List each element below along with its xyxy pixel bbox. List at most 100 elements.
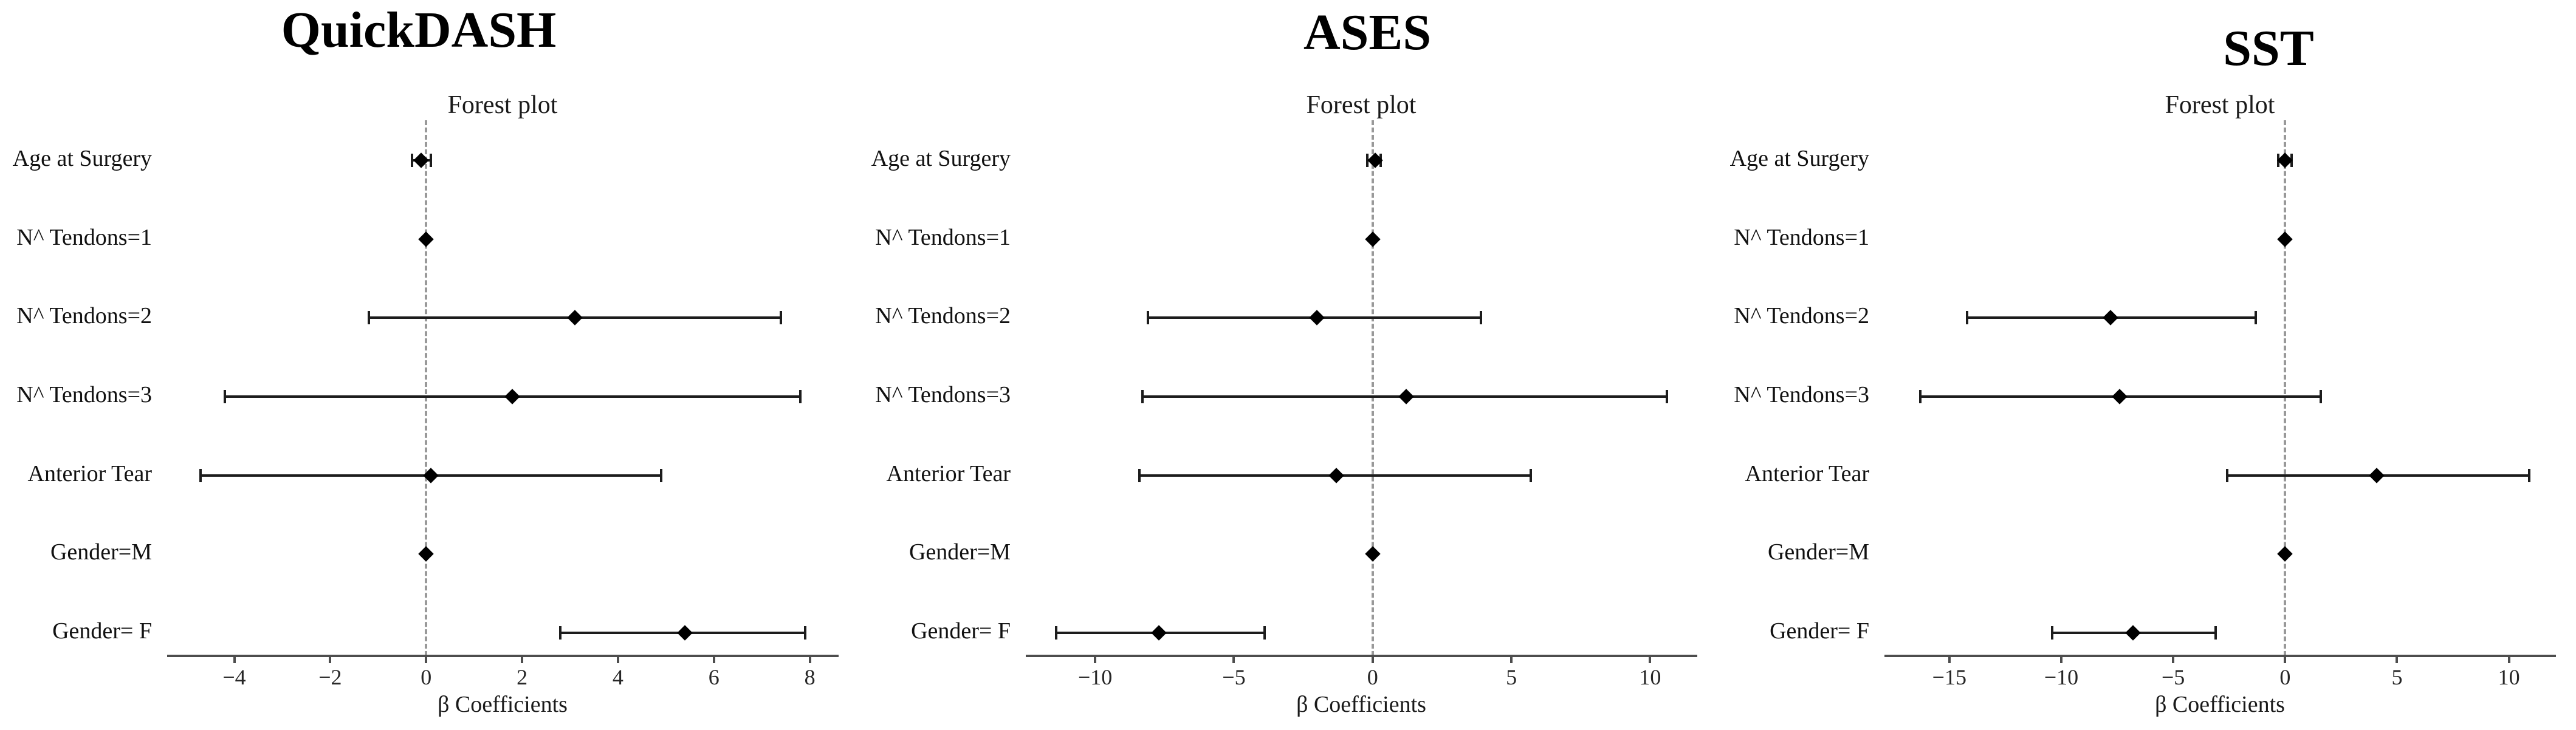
row-label: Gender=M (1767, 539, 1869, 565)
ci-cap-right (2214, 626, 2217, 640)
ci-cap-left (559, 626, 562, 640)
panel-title: SST (2223, 20, 2314, 77)
x-tick (1232, 657, 1235, 663)
row-label: Anterior Tear (1745, 460, 1870, 486)
x-tick (616, 657, 619, 663)
panel-ases: ASES Forest plot −10 −5 0 5 10 Age at Surgery… (859, 0, 1717, 730)
point-marker (418, 546, 434, 562)
x-tick (2284, 657, 2287, 663)
x-tick (233, 657, 236, 663)
row-label: N^ Tendons=3 (875, 382, 1011, 408)
x-tick-label: −2 (318, 665, 342, 689)
point-marker (418, 231, 434, 247)
point-marker (2125, 625, 2141, 641)
x-tick-label: 0 (1367, 665, 1378, 689)
row-label: N^ Tendons=2 (1734, 303, 1869, 329)
row-label: N^ Tendons=1 (16, 224, 152, 250)
ci-cap-left (1966, 311, 1969, 325)
ci-cap-right (780, 311, 783, 325)
row-label: Age at Surgery (871, 146, 1011, 171)
point-marker (567, 310, 583, 326)
row-label: Gender=M (50, 539, 152, 565)
ci-cap-left (1138, 468, 1141, 482)
plot-subtitle: Forest plot (447, 91, 558, 119)
x-tick (1510, 657, 1513, 663)
row-label: Age at Surgery (12, 146, 152, 171)
x-tick (2059, 657, 2063, 663)
ci-cap-left (367, 311, 370, 325)
x-tick-label: −10 (1077, 665, 1113, 689)
plot-area: −15 −10 −5 0 5 10 Age at Surgery N^ Tendons=1 N^… (1717, 0, 2576, 730)
ci-cap-right (2320, 390, 2323, 403)
ci-cap-left (1918, 390, 1922, 403)
point-marker (1151, 625, 1167, 641)
point-marker (2112, 389, 2128, 404)
point-marker (2277, 231, 2293, 247)
x-tick (2507, 657, 2510, 663)
x-axis-line (167, 655, 839, 657)
ci-cap-left (1055, 626, 1058, 640)
x-tick-label: 0 (2279, 665, 2291, 689)
ci-cap-left (2225, 468, 2228, 482)
ci-cap-right (1665, 390, 1668, 403)
row-label: Anterior Tear (886, 460, 1011, 486)
x-tick-label: 5 (2391, 665, 2403, 689)
x-tick (712, 657, 715, 663)
ci-cap-right (803, 626, 806, 640)
x-tick (1649, 657, 1652, 663)
row-label: N^ Tendons=2 (875, 303, 1011, 329)
ci-cap-left (223, 390, 226, 403)
row-label: N^ Tendons=1 (1734, 224, 1869, 250)
x-tick-label: −10 (2044, 665, 2079, 689)
row-label: Gender=M (908, 539, 1011, 565)
point-marker (1365, 231, 1381, 247)
x-tick-label: 10 (1639, 665, 1661, 689)
x-axis-label: β Coefficients (2155, 692, 2285, 717)
x-tick (521, 657, 524, 663)
ci-cap-left (199, 468, 202, 482)
x-tick (425, 657, 428, 663)
x-axis-label: β Coefficients (1296, 692, 1426, 717)
x-tick-label: 5 (1506, 665, 1517, 689)
plot-area: −4 −2 0 2 4 6 8 Age at Surgery N^ Tendons=1 N^ Te… (0, 0, 859, 730)
panel-title: ASES (1303, 4, 1432, 61)
point-marker (1398, 389, 1414, 404)
x-tick-label: 2 (517, 665, 528, 689)
x-tick-label: 10 (2498, 665, 2520, 689)
point-marker (1328, 467, 1345, 483)
point-marker (504, 389, 521, 404)
ci-cap-right (659, 468, 662, 482)
x-tick (2396, 657, 2399, 663)
row-label: Gender= F (911, 618, 1011, 644)
x-axis-label: β Coefficients (438, 692, 568, 717)
x-tick (1948, 657, 1951, 663)
x-tick-label: −15 (1932, 665, 1966, 689)
point-marker (677, 625, 693, 641)
panel-quickdash: QuickDASH Forest plot −4 −2 0 2 4 6 8 Age at Su… (0, 0, 859, 730)
x-tick-label: −5 (1222, 665, 1246, 689)
x-tick (1094, 657, 1097, 663)
point-marker (1309, 310, 1325, 326)
x-tick-label: 4 (612, 665, 623, 689)
x-tick-label: 8 (804, 665, 816, 689)
ci-cap-right (2255, 311, 2258, 325)
zero-line (1371, 120, 1374, 656)
plot-subtitle: Forest plot (2165, 91, 2275, 119)
ci-cap-right (2527, 468, 2530, 482)
ci-cap-right (430, 154, 433, 167)
row-label: N^ Tendons=3 (1734, 382, 1869, 408)
point-marker (2103, 310, 2118, 326)
x-tick (329, 657, 332, 663)
x-tick-label: 0 (421, 665, 432, 689)
x-tick-label: 6 (708, 665, 720, 689)
ci-cap-left (1146, 311, 1149, 325)
x-axis-line (1884, 655, 2556, 657)
row-label: Anterior Tear (27, 460, 153, 486)
ci-cap-left (1141, 390, 1144, 403)
row-label: Age at Surgery (1729, 146, 1869, 171)
plot-subtitle: Forest plot (1306, 91, 1417, 119)
row-label: Gender= F (52, 618, 152, 644)
ci-cap-right (1263, 626, 1266, 640)
ci-cap-left (1365, 154, 1369, 167)
panel-title: QuickDASH (281, 2, 557, 58)
